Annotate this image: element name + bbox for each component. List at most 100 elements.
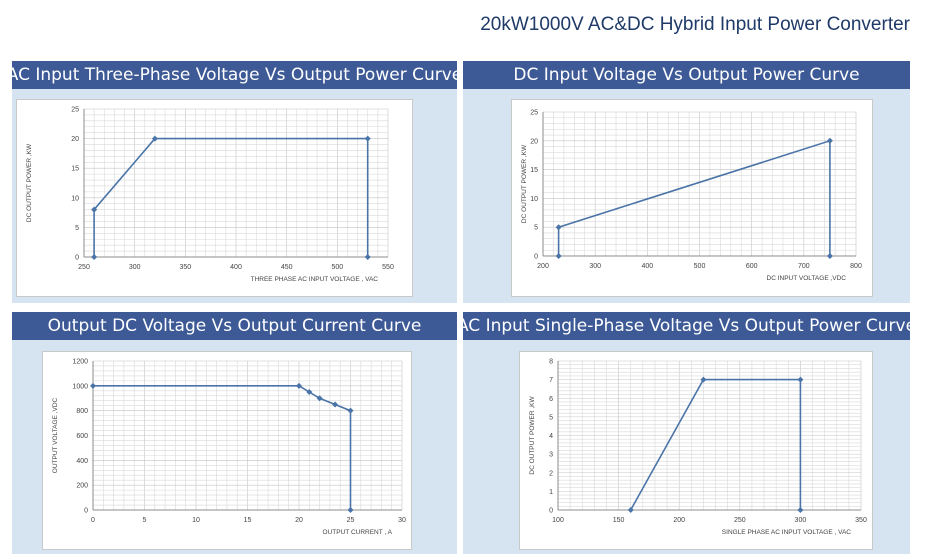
panel-title: DC Input Voltage Vs Output Power Curve bbox=[463, 61, 910, 89]
panel-title: Output DC Voltage Vs Output Current Curv… bbox=[12, 312, 457, 340]
y-tick-label: 2 bbox=[549, 470, 553, 477]
panel-title: AC Input Single-Phase Voltage Vs Output … bbox=[457, 312, 916, 340]
x-tick-label: 10 bbox=[192, 517, 200, 524]
data-point-marker bbox=[91, 254, 98, 260]
y-tick-label: 7 bbox=[549, 377, 553, 384]
y-tick-label: 1000 bbox=[72, 383, 88, 390]
y-tick-label: 0 bbox=[534, 254, 538, 261]
x-tick-label: 300 bbox=[589, 263, 601, 270]
series-line bbox=[93, 384, 352, 510]
page-title: 20kW1000V AC&DC Hybrid Input Power Conve… bbox=[480, 14, 910, 35]
y-tick-label: 1200 bbox=[72, 359, 88, 366]
y-axis-label: DC OUTPUT POWER ,KW bbox=[529, 396, 536, 475]
y-tick-label: 15 bbox=[530, 167, 538, 174]
panel-dc-input: DC Input Voltage Vs Output Power Curve 2… bbox=[463, 61, 910, 303]
data-point-marker bbox=[797, 507, 804, 513]
x-tick-label: 700 bbox=[798, 263, 810, 270]
y-axis-label: OUTPUT VOLTAGE ,VDC bbox=[52, 397, 59, 473]
data-point-marker bbox=[151, 135, 158, 142]
chart-box: 0 5 10 15 20 25 30 0 200 400 600 800 1000 1200 OUTPUT … bbox=[42, 351, 412, 550]
data-point-marker bbox=[700, 376, 707, 383]
x-tick-label: 350 bbox=[179, 264, 191, 271]
y-tick-label: 10 bbox=[71, 195, 79, 202]
x-tick-label: 600 bbox=[746, 263, 758, 270]
x-tick-label: 500 bbox=[694, 263, 706, 270]
x-tick-label: 25 bbox=[347, 517, 355, 524]
x-tick-label: 0 bbox=[91, 517, 95, 524]
data-point-marker bbox=[91, 206, 98, 213]
y-tick-label: 600 bbox=[76, 433, 88, 440]
chart-svg: 200 300 400 500 600 700 800 0 5 10 15 20 25 DC INPUT … bbox=[521, 110, 862, 283]
x-tick-label: 500 bbox=[331, 264, 343, 271]
y-tick-label: 5 bbox=[549, 414, 553, 421]
chart-svg: 100 150 200 250 300 350 0 1 2 3 4 5 6 7 8 SINGLE PHASE … bbox=[529, 359, 867, 537]
chart-svg: 0 5 10 15 20 25 30 0 200 400 600 800 1000 1200 OUTPUT … bbox=[52, 359, 406, 537]
y-axis-label: DC OUTPUT POWER ,KW bbox=[26, 143, 33, 222]
y-tick-label: 5 bbox=[75, 225, 79, 232]
y-tick-label: 25 bbox=[530, 110, 538, 117]
x-tick-label: 30 bbox=[398, 517, 406, 524]
y-tick-label: 200 bbox=[76, 483, 88, 490]
chart-box: 200 300 400 500 600 700 800 0 5 10 15 20 25 DC INPUT … bbox=[511, 99, 873, 297]
data-point-marker bbox=[347, 507, 354, 513]
data-point-marker bbox=[797, 376, 804, 383]
x-axis-label: OUTPUT CURRENT , A bbox=[323, 529, 393, 536]
x-tick-label: 300 bbox=[795, 517, 807, 524]
x-tick-label: 15 bbox=[244, 517, 252, 524]
y-tick-label: 25 bbox=[71, 107, 79, 114]
y-tick-label: 800 bbox=[76, 408, 88, 415]
x-tick-label: 200 bbox=[537, 263, 549, 270]
y-tick-label: 3 bbox=[549, 452, 553, 459]
x-tick-label: 250 bbox=[734, 517, 746, 524]
data-point-marker bbox=[296, 382, 302, 389]
x-tick-label: 550 bbox=[382, 264, 394, 271]
chart-box: 100 150 200 250 300 350 0 1 2 3 4 5 6 7 8 SINGLE PHASE … bbox=[519, 351, 873, 550]
x-tick-label: 200 bbox=[673, 517, 685, 524]
data-point-marker bbox=[316, 395, 323, 402]
data-point-marker bbox=[347, 407, 354, 414]
data-point-marker bbox=[555, 253, 562, 259]
y-tick-label: 5 bbox=[534, 225, 538, 232]
chart-box: 250 300 350 400 450 500 550 0 5 10 15 20 25 THREE PHA… bbox=[16, 99, 413, 297]
y-tick-label: 4 bbox=[549, 433, 553, 440]
x-tick-label: 100 bbox=[552, 517, 564, 524]
x-tick-label: 20 bbox=[295, 517, 303, 524]
x-tick-label: 250 bbox=[78, 264, 90, 271]
data-point-marker bbox=[627, 507, 634, 513]
x-axis-label: DC INPUT VOLTAGE ,VDC bbox=[767, 275, 847, 282]
series-line bbox=[630, 378, 802, 511]
data-point-marker bbox=[364, 135, 371, 142]
data-point-marker bbox=[826, 253, 833, 259]
data-point-marker bbox=[555, 224, 562, 231]
x-tick-label: 350 bbox=[855, 517, 867, 524]
chart-svg: 250 300 350 400 450 500 550 0 5 10 15 20 25 THREE PHA… bbox=[26, 107, 394, 284]
y-tick-label: 1 bbox=[549, 489, 553, 496]
panel-title: AC Input Three-Phase Voltage Vs Output P… bbox=[7, 61, 462, 89]
data-point-marker bbox=[90, 382, 96, 389]
y-tick-label: 8 bbox=[549, 359, 553, 366]
panel-three-phase: AC Input Three-Phase Voltage Vs Output P… bbox=[7, 61, 462, 303]
y-tick-label: 20 bbox=[71, 136, 79, 143]
data-point-marker bbox=[826, 137, 833, 144]
data-point-marker bbox=[332, 401, 339, 408]
y-tick-label: 6 bbox=[549, 396, 553, 403]
x-axis-label: SINGLE PHASE AC INPUT VOLTAGE , VAC bbox=[722, 529, 851, 536]
y-tick-label: 15 bbox=[71, 166, 79, 173]
x-tick-label: 400 bbox=[641, 263, 653, 270]
y-tick-label: 0 bbox=[75, 255, 79, 262]
panel-single-phase: AC Input Single-Phase Voltage Vs Output … bbox=[457, 312, 916, 554]
series-line bbox=[557, 139, 831, 256]
y-tick-label: 0 bbox=[549, 508, 553, 515]
x-tick-label: 400 bbox=[230, 264, 242, 271]
x-tick-label: 150 bbox=[613, 517, 625, 524]
y-tick-label: 0 bbox=[84, 508, 88, 515]
y-tick-label: 10 bbox=[530, 196, 538, 203]
y-axis-label: DC OUTPUT POWER ,KW bbox=[521, 144, 528, 223]
x-axis-label: THREE PHASE AC INPUT VOLTAGE , VAC bbox=[251, 276, 379, 283]
x-tick-label: 800 bbox=[850, 263, 862, 270]
data-point-marker bbox=[364, 254, 371, 260]
y-tick-label: 20 bbox=[530, 138, 538, 145]
data-point-marker bbox=[306, 389, 313, 396]
x-tick-label: 5 bbox=[143, 517, 147, 524]
x-tick-label: 300 bbox=[129, 264, 141, 271]
